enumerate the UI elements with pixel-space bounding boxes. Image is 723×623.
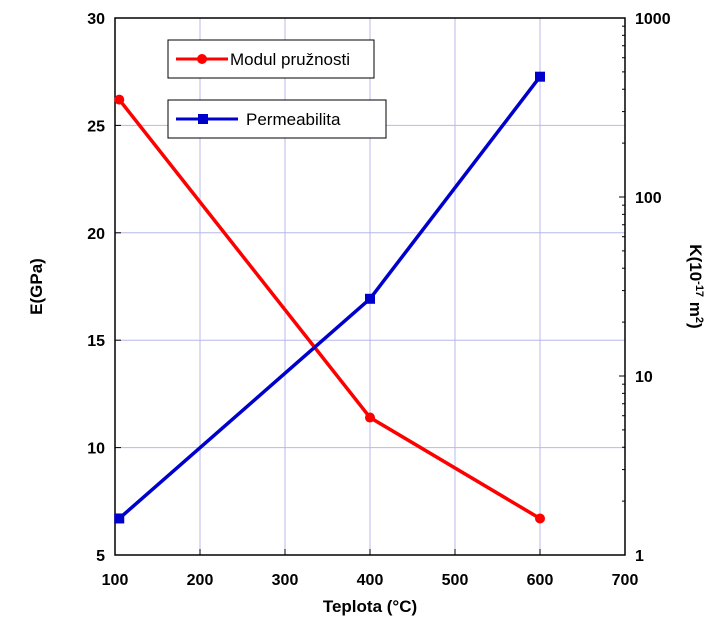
y-right-title-part-2: m	[686, 297, 705, 317]
x-tick-100: 100	[102, 572, 129, 589]
ticks: 100 200 300 400 500 600 700 5 10 15 20 25 30 1 10 100 10…	[87, 11, 670, 589]
series-0-point-1	[365, 412, 375, 423]
legend-modul-label: Modul pružnosti	[230, 50, 350, 69]
x-axis-title: Teplota (°C)	[323, 597, 417, 616]
y-right-tick-1000: 1000	[635, 11, 671, 28]
y-right-tick-1: 1	[635, 548, 644, 565]
series-1-point-0	[114, 513, 125, 524]
x-tick-300: 300	[272, 572, 299, 589]
x-tick-400: 400	[357, 572, 384, 589]
x-tick-700: 700	[612, 572, 639, 589]
legend-modul: Modul pružnosti	[167, 39, 375, 79]
y-left-tick-25: 25	[87, 118, 105, 135]
y-left-axis-title: E(GPa)	[27, 258, 46, 315]
legend-modul-marker	[197, 54, 207, 64]
x-tick-500: 500	[442, 572, 469, 589]
grid	[115, 18, 625, 555]
legend-permeabilita-label: Permeabilita	[246, 110, 341, 129]
y-right-axis-title: K(10-17 m2)	[686, 244, 705, 328]
x-tick-200: 200	[187, 572, 214, 589]
y-right-title-sup-1: -17	[693, 281, 705, 297]
y-left-tick-30: 30	[87, 11, 105, 28]
series-1-point-1	[365, 293, 375, 304]
series-line-0	[117, 98, 541, 520]
y-left-tick-10: 10	[87, 441, 105, 458]
series-0-point-0	[114, 94, 125, 105]
y-left-tick-5: 5	[96, 548, 105, 565]
series-0-point-2	[535, 513, 545, 524]
x-tick-600: 600	[527, 572, 554, 589]
series-layer	[114, 71, 545, 524]
y-right-title-sup-2: 2	[693, 317, 705, 323]
y-left-tick-15: 15	[87, 333, 105, 350]
y-left-tick-20: 20	[87, 226, 105, 243]
y-right-tick-100: 100	[635, 190, 662, 207]
legend-permeabilita: Permeabilita	[167, 99, 387, 139]
y-right-title-part-3: )	[686, 323, 705, 329]
series-1-point-2	[535, 71, 545, 82]
series-line-1	[118, 75, 542, 520]
legend-permeabilita-marker	[198, 114, 208, 124]
y-right-tick-10: 10	[635, 369, 653, 386]
y-right-title-part-1: K(10	[686, 244, 705, 281]
